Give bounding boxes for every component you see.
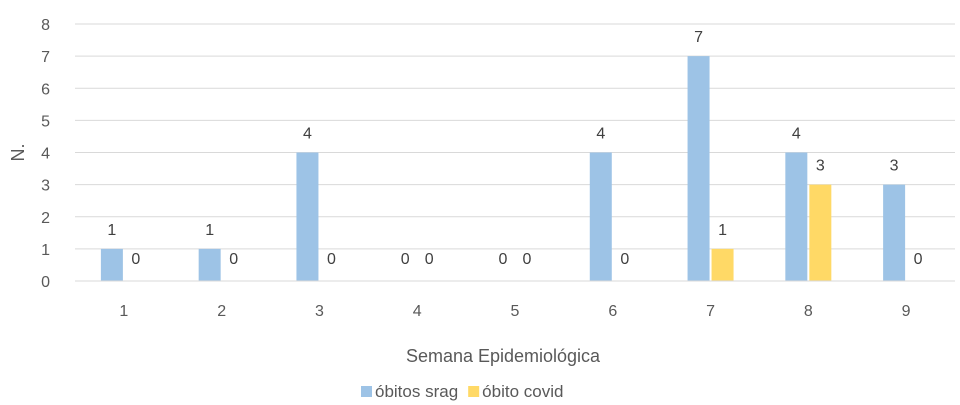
data-label: 0 xyxy=(401,251,410,268)
data-label: 3 xyxy=(816,158,825,175)
y-tick-label: 7 xyxy=(41,49,50,66)
y-axis-ticks: 0 1 2 3 4 5 6 7 8 xyxy=(41,17,50,291)
bar-obitos-srag xyxy=(100,248,123,281)
bar-obito-covid xyxy=(711,248,734,281)
y-tick-label: 6 xyxy=(41,81,50,98)
y-tick-label: 5 xyxy=(41,113,50,130)
legend-label: óbito covid xyxy=(482,382,563,401)
data-label: 0 xyxy=(914,251,923,268)
data-label: 4 xyxy=(596,126,605,143)
data-label: 0 xyxy=(523,251,532,268)
x-tick-label: 5 xyxy=(511,303,520,320)
data-label: 0 xyxy=(620,251,629,268)
bar-obitos-srag xyxy=(198,248,221,281)
bar-obito-covid xyxy=(809,184,832,281)
bars xyxy=(100,56,906,281)
x-tick-label: 7 xyxy=(706,303,715,320)
data-label: 0 xyxy=(499,251,508,268)
data-label: 0 xyxy=(425,251,434,268)
data-label: 0 xyxy=(229,251,238,268)
data-label: 4 xyxy=(303,126,312,143)
x-tick-label: 4 xyxy=(413,303,422,320)
x-tick-label: 3 xyxy=(315,303,324,320)
legend: óbitos srag óbito covid xyxy=(361,382,563,401)
legend-swatch xyxy=(468,386,480,397)
bar-obitos-srag xyxy=(687,56,710,281)
legend-swatch xyxy=(361,386,372,397)
data-label: 7 xyxy=(694,29,703,46)
data-label: 1 xyxy=(718,222,727,239)
bar-obitos-srag xyxy=(785,152,808,281)
bar-obitos-srag xyxy=(296,152,319,281)
x-tick-label: 8 xyxy=(804,303,813,320)
x-axis-ticks: 1 2 3 4 5 6 7 8 9 xyxy=(119,303,910,320)
bar-obitos-srag xyxy=(883,184,906,281)
x-tick-label: 2 xyxy=(217,303,226,320)
bar-obitos-srag xyxy=(589,152,612,281)
y-tick-label: 4 xyxy=(41,146,50,163)
gridlines xyxy=(75,23,955,250)
y-tick-label: 1 xyxy=(41,242,50,259)
x-tick-label: 9 xyxy=(902,303,911,320)
y-tick-label: 2 xyxy=(41,210,50,227)
y-tick-label: 3 xyxy=(41,178,50,195)
legend-label: óbitos srag xyxy=(375,382,458,401)
data-label: 0 xyxy=(131,251,140,268)
x-tick-label: 6 xyxy=(608,303,617,320)
x-axis-title: Semana Epidemiológica xyxy=(406,346,601,366)
data-label: 1 xyxy=(205,222,214,239)
data-label: 3 xyxy=(890,158,899,175)
y-tick-label: 8 xyxy=(41,17,50,34)
y-tick-label: 0 xyxy=(41,274,50,291)
x-tick-label: 1 xyxy=(119,303,128,320)
data-label: 1 xyxy=(107,222,116,239)
data-label: 0 xyxy=(327,251,336,268)
data-label: 4 xyxy=(792,126,801,143)
y-axis-title: N. xyxy=(8,144,28,162)
